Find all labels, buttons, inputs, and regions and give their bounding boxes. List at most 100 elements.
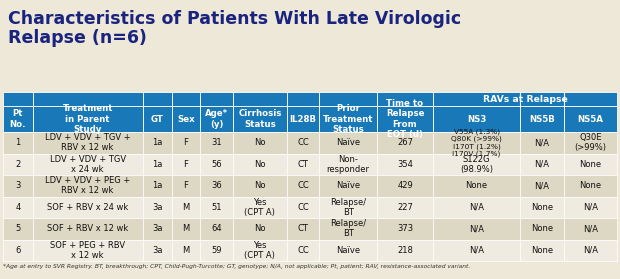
- Bar: [433, 92, 617, 106]
- Bar: [233, 218, 286, 239]
- Bar: [3, 153, 33, 175]
- Bar: [520, 218, 564, 239]
- Bar: [143, 218, 172, 239]
- Text: F: F: [184, 160, 188, 169]
- Text: Relapse (n=6): Relapse (n=6): [8, 29, 147, 47]
- Bar: [377, 239, 433, 261]
- Bar: [433, 218, 520, 239]
- Bar: [143, 175, 172, 196]
- Bar: [172, 153, 200, 175]
- Text: GT: GT: [151, 114, 164, 124]
- Bar: [233, 175, 286, 196]
- Bar: [433, 153, 520, 175]
- Text: N/A: N/A: [534, 160, 549, 169]
- Bar: [3, 106, 33, 132]
- Text: LDV + VDV + TGV
x 24 wk: LDV + VDV + TGV x 24 wk: [50, 155, 126, 174]
- Bar: [200, 132, 233, 153]
- Text: 6: 6: [15, 246, 20, 255]
- Text: Cirrhosis
Status: Cirrhosis Status: [238, 109, 281, 129]
- Bar: [200, 92, 233, 106]
- Bar: [433, 239, 520, 261]
- Text: V55A (1.3%)
Q80K (>99%)
I170T (1.2%)
I170V (1.7%): V55A (1.3%) Q80K (>99%) I170T (1.2%) I17…: [451, 128, 502, 157]
- Text: Yes
(CPT A): Yes (CPT A): [244, 240, 275, 260]
- Text: No: No: [254, 181, 265, 190]
- Text: IL28B: IL28B: [290, 114, 316, 124]
- Text: None: None: [579, 181, 601, 190]
- Bar: [200, 175, 233, 196]
- Text: LDV + VDV + TGV +
RBV x 12 wk: LDV + VDV + TGV + RBV x 12 wk: [45, 133, 130, 152]
- Text: M: M: [182, 224, 190, 233]
- Bar: [143, 106, 172, 132]
- Bar: [233, 132, 286, 153]
- Bar: [377, 196, 433, 218]
- Bar: [319, 132, 377, 153]
- Bar: [319, 239, 377, 261]
- Bar: [564, 106, 617, 132]
- Bar: [433, 175, 520, 196]
- Bar: [233, 153, 286, 175]
- Bar: [143, 132, 172, 153]
- Bar: [286, 153, 319, 175]
- Text: Naïve: Naïve: [336, 246, 360, 255]
- Text: NS5A: NS5A: [577, 114, 603, 124]
- Bar: [564, 132, 617, 153]
- Text: CC: CC: [297, 246, 309, 255]
- Text: No: No: [254, 160, 265, 169]
- Bar: [3, 196, 33, 218]
- Bar: [143, 196, 172, 218]
- Text: 373: 373: [397, 224, 413, 233]
- Bar: [33, 106, 143, 132]
- Bar: [319, 196, 377, 218]
- Bar: [286, 132, 319, 153]
- Text: Time to
Relapse
From
EOT (d): Time to Relapse From EOT (d): [386, 99, 424, 139]
- Text: NS3: NS3: [467, 114, 486, 124]
- Bar: [233, 196, 286, 218]
- Bar: [3, 218, 33, 239]
- Text: No: No: [254, 224, 265, 233]
- Bar: [172, 239, 200, 261]
- Text: N/A: N/A: [469, 246, 484, 255]
- Text: N/A: N/A: [469, 203, 484, 212]
- Text: Yes
(CPT A): Yes (CPT A): [244, 198, 275, 217]
- Text: LDV + VDV + PEG +
RBV x 12 wk: LDV + VDV + PEG + RBV x 12 wk: [45, 176, 130, 196]
- Text: N/A: N/A: [534, 181, 549, 190]
- Bar: [286, 239, 319, 261]
- Text: CT: CT: [298, 160, 308, 169]
- Bar: [172, 106, 200, 132]
- Bar: [3, 175, 33, 196]
- Bar: [319, 153, 377, 175]
- Text: S122G
(98.9%): S122G (98.9%): [460, 155, 493, 174]
- Bar: [200, 218, 233, 239]
- Text: Prior
Treatment
Status: Prior Treatment Status: [323, 104, 373, 134]
- Bar: [172, 218, 200, 239]
- Text: 31: 31: [211, 138, 222, 147]
- Text: No: No: [254, 138, 265, 147]
- Bar: [33, 175, 143, 196]
- Text: Sex: Sex: [177, 114, 195, 124]
- Text: CC: CC: [297, 138, 309, 147]
- Bar: [172, 92, 200, 106]
- Text: 59: 59: [211, 246, 222, 255]
- Text: 4: 4: [16, 203, 20, 212]
- Text: Relapse/
BT: Relapse/ BT: [330, 198, 366, 217]
- Bar: [200, 196, 233, 218]
- Bar: [377, 106, 433, 132]
- Bar: [286, 218, 319, 239]
- Text: None: None: [531, 224, 553, 233]
- Bar: [377, 153, 433, 175]
- Bar: [564, 153, 617, 175]
- Bar: [33, 92, 143, 106]
- Bar: [520, 175, 564, 196]
- Text: CT: CT: [298, 224, 308, 233]
- Text: CC: CC: [297, 203, 309, 212]
- Bar: [172, 196, 200, 218]
- Text: 56: 56: [211, 160, 222, 169]
- Bar: [377, 132, 433, 153]
- Text: 2: 2: [16, 160, 20, 169]
- Bar: [520, 153, 564, 175]
- Text: 36: 36: [211, 181, 222, 190]
- Text: Age*
(y): Age* (y): [205, 109, 228, 129]
- Bar: [33, 239, 143, 261]
- Text: SOF + RBV x 12 wk: SOF + RBV x 12 wk: [47, 224, 128, 233]
- Bar: [564, 175, 617, 196]
